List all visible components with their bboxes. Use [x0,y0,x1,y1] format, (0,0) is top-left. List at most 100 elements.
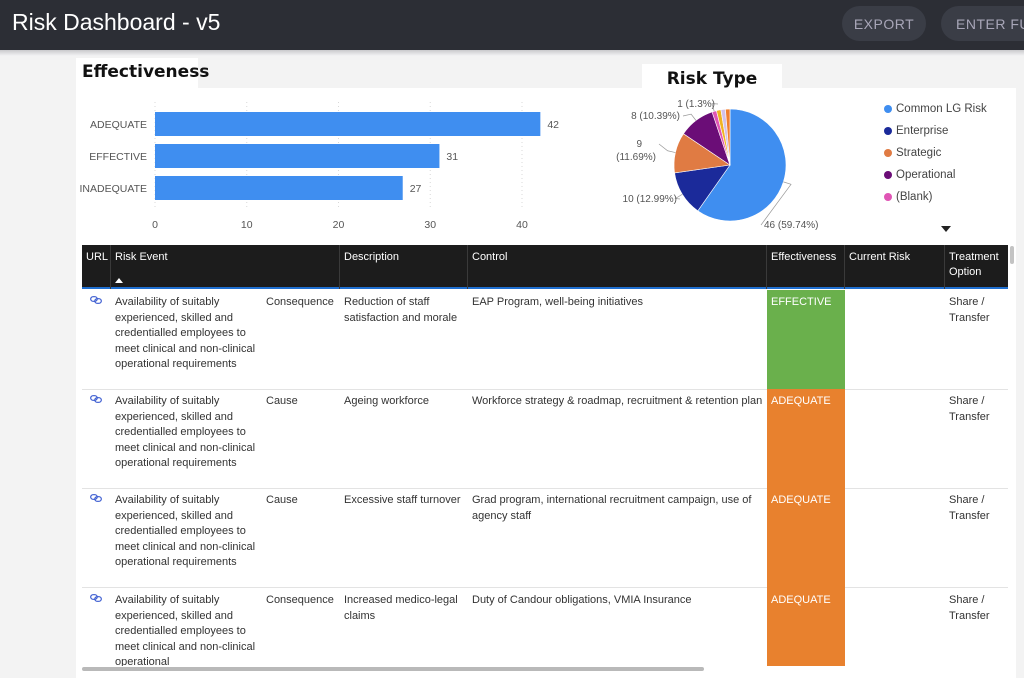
link-icon[interactable] [90,594,102,602]
risk-type-legend: Common LG Risk Enterprise Strategic Oper… [884,98,1014,208]
risk-event-cell: Availability of suitably experienced, sk… [115,594,256,666]
legend-item-operational[interactable]: Operational [884,164,1014,186]
current-risk-cell [845,389,945,489]
legend-more-caret-icon[interactable] [941,226,951,232]
legend-dot [884,171,892,179]
pie-leader-line [674,194,683,200]
table-row[interactable]: Availability of suitably experienced, sk… [82,389,1008,489]
vertical-scrollbar[interactable] [1010,246,1014,264]
x-tick-label: 30 [424,219,436,231]
data-label: 27 [410,183,422,195]
enter-full-screen-button[interactable]: ENTER FU [941,6,1024,41]
column-header-effectiveness[interactable]: Effectiveness [767,245,845,289]
effectiveness-bar-chart[interactable]: 0 10 20 30 40 ADEQUATE 42 EFFECTIVE 31 INADEQUAT… [80,98,600,243]
top-app-bar: Risk Dashboard - v5 EXPORT ENTER FU [0,0,1024,50]
control-cell: Duty of Candour obligations, VMIA Insura… [472,594,692,606]
column-header-control[interactable]: Control [468,245,767,289]
legend-dot [884,149,892,157]
table-row[interactable]: Availability of suitably experienced, sk… [82,588,1008,666]
pie-data-label: 8 (10.39%) [631,111,680,122]
legend-item-blank[interactable]: (Blank) [884,186,1014,208]
bar-chart-bars: ADEQUATE 42 EFFECTIVE 31 INADEQUATE 27 [80,112,559,200]
description-cell: Excessive staff turnover [344,494,461,506]
table-header: URL Risk Event Description Control Effec… [82,245,1008,289]
column-header-url[interactable]: URL [82,245,111,289]
legend-dot [884,105,892,113]
category-label: INADEQUATE [80,183,147,195]
risk-event-cell: Availability of suitably experienced, sk… [115,395,256,470]
current-risk-cell [845,488,945,588]
type-cell: Cause [266,494,298,506]
pie-labels: 46 (59.74%) 10 (12.99%) 9 (11.69%) 8 (10.39%… [616,99,818,231]
effectiveness-cell: ADEQUATE [767,588,845,666]
column-header-current-risk[interactable]: Current Risk [845,245,945,289]
pie-data-label: 1 (1.3%) [677,99,715,110]
control-cell: Grad program, international recruitment … [472,494,752,522]
horizontal-scrollbar[interactable] [82,667,704,671]
pie-leader-line [682,113,697,121]
effectiveness-title: Effectiveness [76,58,209,88]
x-tick-label: 40 [516,219,528,231]
risk-event-cell: Availability of suitably experienced, sk… [115,296,256,371]
pie-leader-line [711,103,719,112]
pie-leader-line [760,181,792,226]
legend-label: Operational [896,169,956,181]
legend-item-strategic[interactable]: Strategic [884,142,1014,164]
bar-chart-gridlines: 0 10 20 30 40 [152,102,528,231]
link-icon[interactable] [90,395,102,403]
pie-slices [673,108,787,222]
sort-ascending-icon [115,278,123,283]
risk-table: URL Risk Event Description Control Effec… [82,245,1008,666]
description-cell: Reduction of staff satisfaction and mora… [344,296,458,324]
topbar-shadow [0,50,1024,56]
column-header-description[interactable]: Description [340,245,468,289]
data-label: 42 [547,119,559,131]
treatment-cell: Share / Transfer [949,296,990,324]
legend-label: Strategic [896,147,942,159]
treatment-cell: Share / Transfer [949,594,990,622]
category-label: ADEQUATE [90,119,147,131]
risk-type-pie-chart[interactable]: 46 (59.74%) 10 (12.99%) 9 (11.69%) 8 (10.39%… [604,92,884,237]
control-cell: EAP Program, well-being initiatives [472,296,643,308]
link-icon[interactable] [90,296,102,304]
x-tick-label: 20 [333,219,345,231]
link-icon[interactable] [90,494,102,502]
pie-slice [725,108,731,166]
pie-label-percent: (11.69%) [616,152,656,163]
current-risk-cell [845,290,945,390]
pie-data-label: 10 (12.99%) [623,194,677,205]
legend-label: Common LG Risk [896,103,987,115]
treatment-cell: Share / Transfer [949,395,990,423]
column-header-risk-event[interactable]: Risk Event [115,251,168,263]
bar-effective [155,144,440,168]
data-label: 31 [446,151,458,163]
effectiveness-cell: ADEQUATE [767,488,845,588]
export-button[interactable]: EXPORT [842,6,926,41]
column-header-treatment-option[interactable]: Treatment Option [949,251,999,278]
legend-label: Enterprise [896,125,949,137]
risk-type-title: Risk Type [642,64,782,92]
pie-data-label: 46 (59.74%) [764,220,818,231]
control-cell: Workforce strategy & roadmap, recruitmen… [472,395,763,407]
legend-item-enterprise[interactable]: Enterprise [884,120,1014,142]
bar-adequate [155,112,541,136]
x-tick-label: 10 [241,219,253,231]
category-label: EFFECTIVE [89,151,147,163]
pie-data-label: 9 (11.69%) [616,139,656,163]
table-row[interactable]: Availability of suitably experienced, sk… [82,290,1008,390]
type-cell: Consequence [266,594,334,606]
bar-inadequate [155,176,403,200]
column-header-type[interactable] [262,245,340,289]
legend-item-common-lg-risk[interactable]: Common LG Risk [884,98,1014,120]
description-cell: Increased medico-legal claims [344,594,458,622]
legend-dot [884,193,892,201]
risk-event-cell: Availability of suitably experienced, sk… [115,494,256,569]
legend-label: (Blank) [896,191,933,203]
app-title: Risk Dashboard - v5 [12,9,221,35]
pie-leader-line [658,143,676,153]
description-cell: Ageing workforce [344,395,429,407]
effectiveness-cell: EFFECTIVE [767,290,845,390]
legend-dot [884,127,892,135]
table-row[interactable]: Availability of suitably experienced, sk… [82,488,1008,588]
type-cell: Cause [266,395,298,407]
